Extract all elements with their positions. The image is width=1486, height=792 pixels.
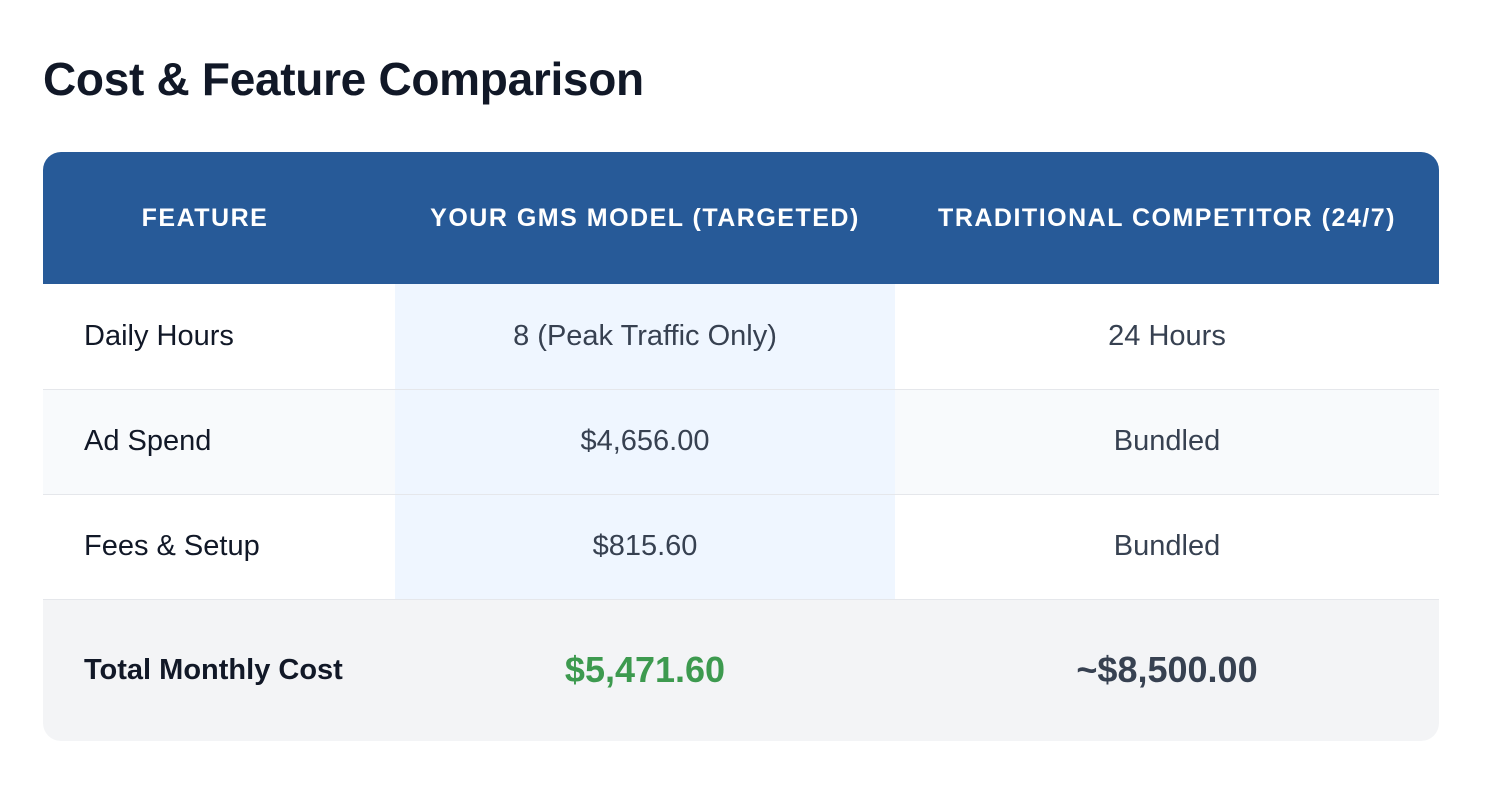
- total-row: Total Monthly Cost $5,471.60 ~$8,500.00: [43, 599, 1439, 741]
- table-row: Daily Hours 8 (Peak Traffic Only) 24 Hou…: [43, 284, 1439, 389]
- total-label: Total Monthly Cost: [84, 654, 343, 687]
- total-gms-value: $5,471.60: [564, 649, 726, 691]
- table-row: Ad Spend $4,656.00 Bundled: [43, 389, 1439, 494]
- row-gms-value: $815.60: [395, 494, 895, 599]
- row-gms-value: $4,656.00: [395, 389, 895, 494]
- total-gms-cell: $5,471.60: [395, 599, 895, 741]
- header-feature: FEATURE: [141, 204, 269, 232]
- row-feature-label: Ad Spend: [84, 425, 212, 457]
- header-row: FEATURE YOUR GMS MODEL (TARGETED) TRADIT…: [43, 152, 1439, 284]
- page-title: Cost & Feature Comparison: [43, 53, 644, 105]
- comparison-table-card: FEATURE YOUR GMS MODEL (TARGETED) TRADIT…: [43, 152, 1439, 741]
- table-row: Fees & Setup $815.60 Bundled: [43, 494, 1439, 599]
- header-gms-model: YOUR GMS MODEL (TARGETED): [430, 204, 860, 232]
- total-competitor-value: ~$8,500.00: [1076, 649, 1258, 691]
- comparison-table: FEATURE YOUR GMS MODEL (TARGETED) TRADIT…: [43, 152, 1439, 741]
- row-competitor-value: Bundled: [1113, 425, 1221, 457]
- row-competitor-value: Bundled: [1113, 530, 1221, 562]
- row-feature-label: Daily Hours: [84, 319, 234, 352]
- header-traditional-competitor: TRADITIONAL COMPETITOR (24/7): [938, 204, 1396, 232]
- table-body: Daily Hours 8 (Peak Traffic Only) 24 Hou…: [43, 284, 1439, 741]
- total-competitor-cell: ~$8,500.00: [895, 599, 1439, 741]
- table-header: FEATURE YOUR GMS MODEL (TARGETED) TRADIT…: [43, 152, 1439, 284]
- row-feature-label: Fees & Setup: [84, 530, 260, 562]
- row-competitor-value: 24 Hours: [1108, 319, 1226, 352]
- row-gms-value: 8 (Peak Traffic Only): [395, 284, 895, 389]
